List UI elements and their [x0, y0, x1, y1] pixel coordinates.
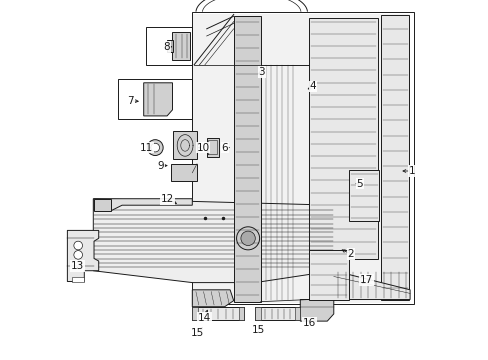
- Polygon shape: [255, 307, 300, 320]
- Polygon shape: [94, 199, 192, 211]
- Text: 3: 3: [258, 67, 264, 77]
- Polygon shape: [171, 32, 189, 60]
- Text: 14: 14: [198, 312, 211, 323]
- Text: 17: 17: [359, 275, 372, 285]
- Polygon shape: [167, 40, 172, 52]
- Text: 6: 6: [221, 143, 227, 153]
- Polygon shape: [309, 18, 377, 259]
- Polygon shape: [192, 290, 233, 307]
- Text: 12: 12: [160, 194, 173, 204]
- Text: 15: 15: [252, 325, 265, 336]
- Polygon shape: [193, 14, 409, 303]
- Polygon shape: [239, 307, 244, 320]
- Polygon shape: [173, 131, 197, 159]
- Text: 9: 9: [157, 161, 164, 171]
- Polygon shape: [294, 307, 300, 320]
- Polygon shape: [170, 164, 197, 181]
- Circle shape: [74, 241, 82, 250]
- Polygon shape: [72, 277, 84, 282]
- Text: 10: 10: [196, 143, 209, 153]
- Text: 1: 1: [408, 166, 414, 176]
- Polygon shape: [348, 170, 379, 221]
- Polygon shape: [381, 15, 408, 300]
- Polygon shape: [233, 16, 260, 302]
- Text: 8: 8: [163, 42, 169, 52]
- Text: 2: 2: [346, 249, 353, 259]
- Polygon shape: [192, 307, 197, 320]
- Polygon shape: [206, 138, 219, 157]
- Polygon shape: [300, 300, 333, 321]
- Polygon shape: [255, 307, 260, 320]
- Polygon shape: [93, 199, 333, 283]
- Text: 5: 5: [356, 179, 362, 189]
- Circle shape: [147, 140, 163, 156]
- Text: 11: 11: [140, 143, 153, 153]
- Polygon shape: [94, 199, 111, 211]
- Polygon shape: [143, 83, 172, 116]
- Polygon shape: [67, 230, 99, 282]
- Text: 13: 13: [70, 261, 83, 271]
- Text: 4: 4: [309, 81, 316, 91]
- Text: 16: 16: [302, 318, 315, 328]
- Polygon shape: [309, 250, 348, 300]
- Circle shape: [241, 231, 255, 246]
- Circle shape: [151, 143, 159, 152]
- Polygon shape: [192, 307, 244, 320]
- Circle shape: [74, 251, 82, 259]
- Text: 15: 15: [191, 328, 204, 338]
- Polygon shape: [333, 271, 409, 300]
- Circle shape: [236, 227, 259, 250]
- Text: 7: 7: [127, 96, 133, 106]
